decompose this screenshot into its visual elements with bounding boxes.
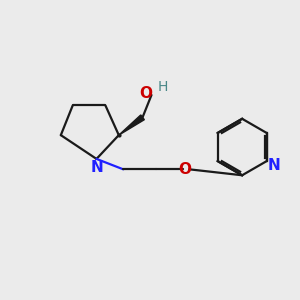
- Polygon shape: [119, 115, 144, 135]
- Text: H: H: [158, 80, 168, 94]
- Text: O: O: [178, 162, 192, 177]
- Text: N: N: [267, 158, 280, 173]
- Text: O: O: [140, 86, 153, 101]
- Text: N: N: [91, 160, 103, 175]
